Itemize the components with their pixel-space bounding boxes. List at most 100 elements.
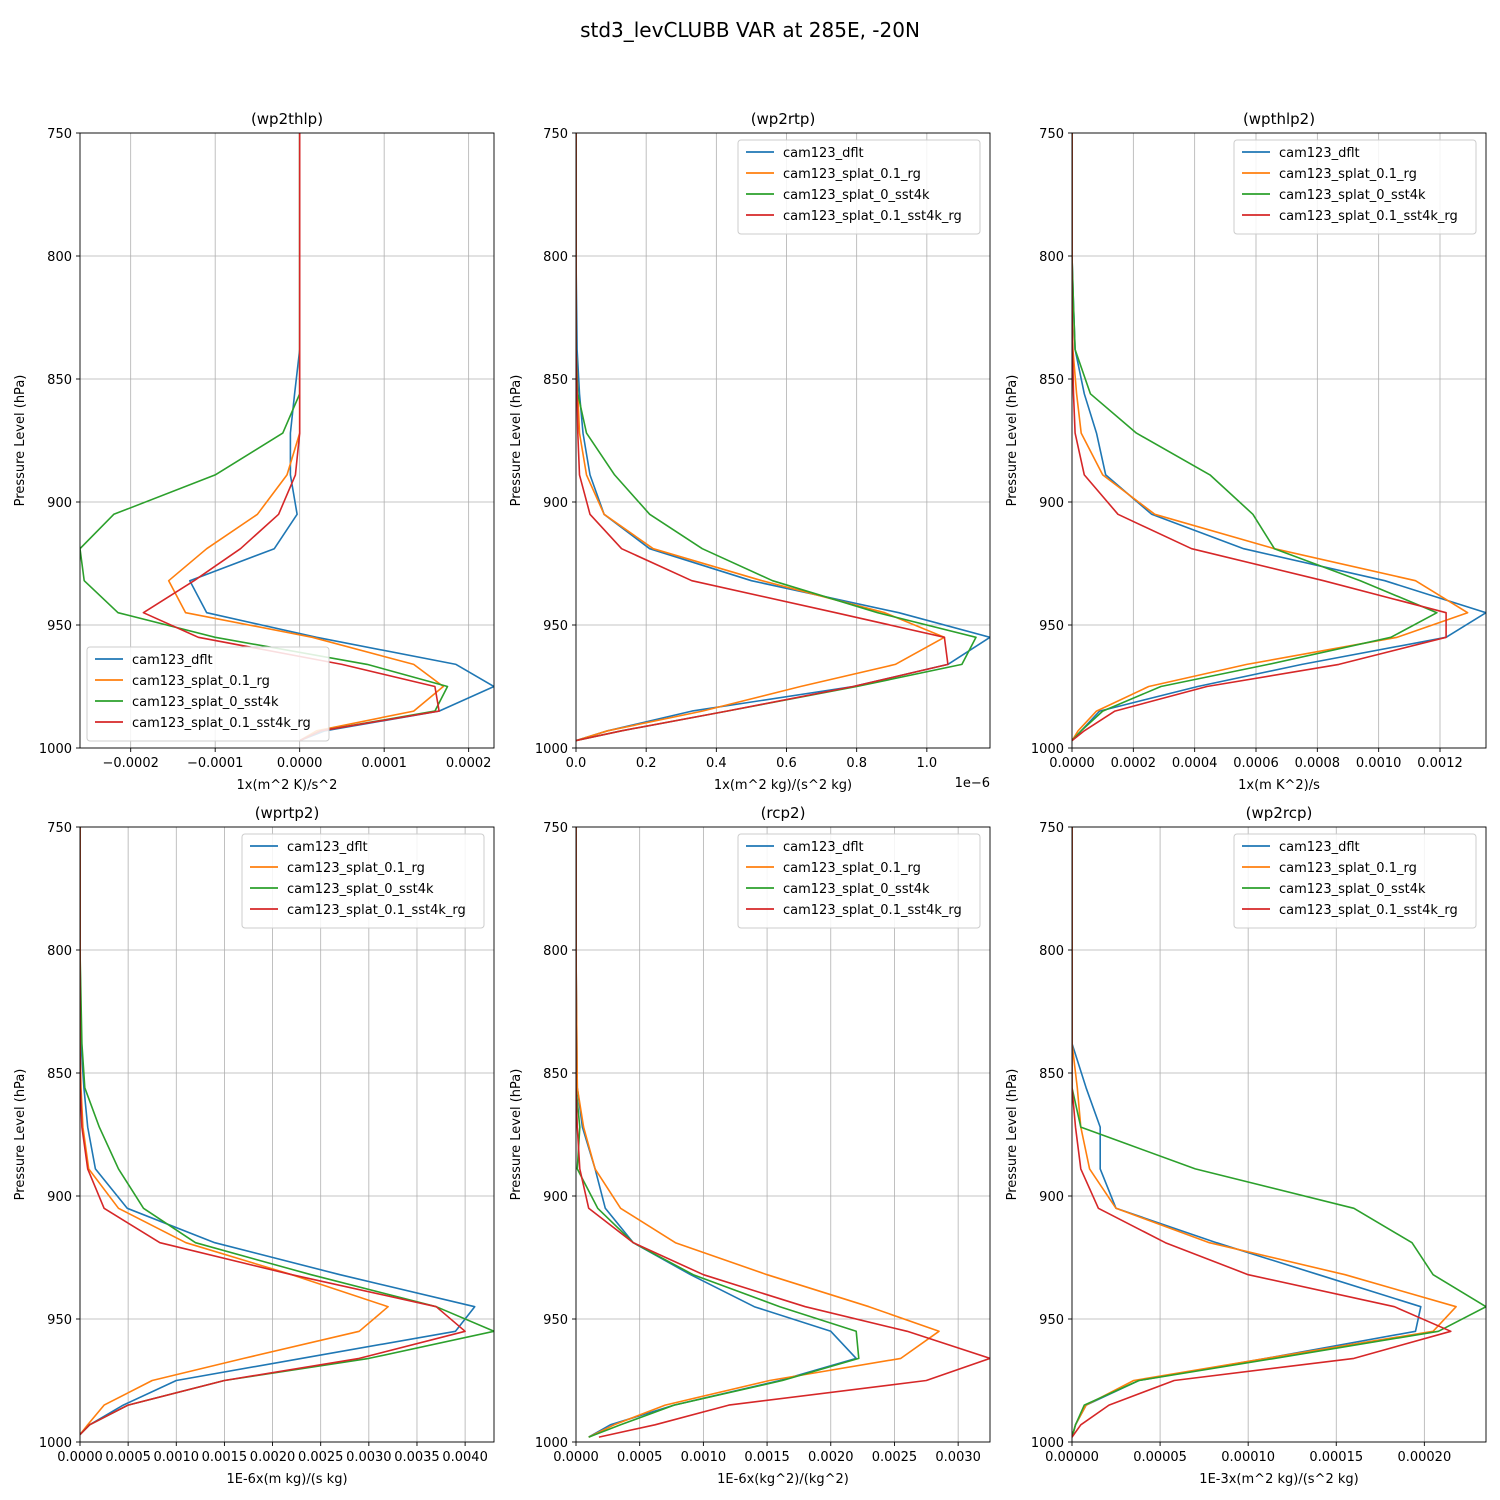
subplot-2: 0.0 0.2 0.4 0.6 0.8 1.0 750 800 850 900 950 1000 (wp…	[509, 110, 991, 793]
legend: cam123_dflt cam123_splat_0.1_rg cam123_spl…	[1233, 833, 1477, 929]
x-tick-label: 0.0035	[394, 1450, 440, 1465]
x-tick-label: 0.0025	[872, 1450, 918, 1465]
x-tick-label: 0.4	[706, 756, 727, 771]
x-tick-label: 0.0040	[442, 1450, 488, 1465]
y-tick-label: 950	[1039, 1313, 1064, 1328]
y-tick-label: 850	[47, 1067, 72, 1082]
y-tick-label: 900	[1039, 496, 1064, 511]
y-tick-label: 750	[47, 821, 72, 836]
y-tick-label: 900	[47, 496, 72, 511]
legend-entry: cam123_splat_0_sst4k	[132, 695, 279, 710]
legend-entry: cam123_splat_0_sst4k	[1279, 882, 1426, 897]
legend: cam123_dflt cam123_splat_0.1_rg cam123_spl…	[737, 139, 981, 235]
y-tick-label: 850	[543, 1067, 568, 1082]
x-axis-label: 1E-3x(m^2 kg)/(s^2 kg)	[1199, 1472, 1358, 1487]
y-axis-label: Pressure Level (hPa)	[509, 375, 524, 507]
x-axis-label: 1x(m K^2)/s	[1238, 778, 1320, 793]
x-tick-label: 0.0004	[1172, 756, 1218, 771]
legend-entry: cam123_splat_0_sst4k	[783, 188, 930, 203]
x-tick-label: 0.00005	[1133, 1450, 1187, 1465]
y-axis-label: Pressure Level (hPa)	[13, 1069, 28, 1201]
series-line-cam123_dflt	[189, 133, 494, 742]
y-tick-label: 800	[1039, 250, 1064, 265]
y-tick-label: 900	[1039, 1190, 1064, 1205]
legend-entry: cam123_dflt	[783, 840, 864, 855]
legend-entry: cam123_splat_0.1_sst4k_rg	[287, 903, 466, 918]
x-tick-label: 0.0005	[105, 1450, 151, 1465]
legend-entry: cam123_splat_0_sst4k	[1279, 188, 1426, 203]
y-tick-label: 850	[1039, 1067, 1064, 1082]
x-tick-label: 0.0000	[277, 756, 323, 771]
y-tick-label: 800	[1039, 944, 1064, 959]
x-tick-label: 0.0	[566, 756, 587, 771]
subplot-4: 0.0000 0.0005 0.0010 0.0015 0.0020 0.0025 0.00…	[13, 804, 495, 1487]
y-tick-label: 800	[47, 250, 72, 265]
x-tick-label: 0.0000	[553, 1450, 599, 1465]
y-tick-label: 850	[543, 373, 568, 388]
series-line-cam123_splat_0_sst4k	[1072, 133, 1438, 742]
y-axis-label: Pressure Level (hPa)	[509, 1069, 524, 1201]
x-tick-label: 0.0001	[361, 756, 407, 771]
x-tick-label: 0.0006	[1233, 756, 1279, 771]
legend-entry: cam123_splat_0.1_sst4k_rg	[132, 716, 311, 731]
series-line-cam123_splat_0_sst4k	[576, 827, 860, 1438]
subplot-title: (wprtp2)	[255, 804, 320, 822]
legend: cam123_dflt cam123_splat_0.1_rg cam123_spl…	[86, 646, 330, 742]
x-tick-label: 0.0025	[298, 1450, 344, 1465]
legend-entry: cam123_splat_0.1_rg	[1279, 861, 1417, 876]
x-tick-label: 0.00010	[1221, 1450, 1275, 1465]
legend-box	[1233, 139, 1477, 235]
y-tick-label: 850	[1039, 373, 1064, 388]
y-tick-label: 750	[543, 821, 568, 836]
x-tick-label: 0.0030	[935, 1450, 981, 1465]
y-tick-label: 800	[543, 944, 568, 959]
x-tick-label: 0.0002	[446, 756, 492, 771]
legend-entry: cam123_splat_0.1_sst4k_rg	[1279, 209, 1458, 224]
legend-entry: cam123_splat_0_sst4k	[287, 882, 434, 897]
y-axis-label: Pressure Level (hPa)	[1005, 375, 1020, 507]
x-tick-label: 0.0020	[250, 1450, 296, 1465]
x-tick-label: 0.0010	[1356, 756, 1402, 771]
x-tick-label: 0.00020	[1397, 1450, 1451, 1465]
plot-frame	[1071, 132, 1487, 749]
x-tick-label: 0.0010	[154, 1450, 200, 1465]
x-tick-label: 0.0000	[57, 1450, 103, 1465]
y-tick-label: 1000	[39, 1436, 72, 1451]
series-line-cam123_splat_0.1_sst4k_rg	[576, 133, 949, 742]
legend: cam123_dflt cam123_splat_0.1_rg cam123_spl…	[1233, 139, 1477, 235]
series-line-cam123_dflt	[576, 133, 990, 742]
legend-entry: cam123_dflt	[287, 840, 368, 855]
x-axis-label: 1E-6x(kg^2)/(kg^2)	[717, 1472, 849, 1487]
subplot-title: (wp2thlp)	[251, 110, 323, 128]
y-tick-label: 750	[1039, 821, 1064, 836]
x-tick-label: −0.0001	[187, 756, 243, 771]
legend-box	[86, 646, 330, 742]
subplot-5: 0.0000 0.0005 0.0010 0.0015 0.0020 0.0025 0.00…	[509, 804, 991, 1487]
legend-entry: cam123_splat_0.1_rg	[783, 167, 921, 182]
x-tick-label: 0.0012	[1417, 756, 1463, 771]
legend: cam123_dflt cam123_splat_0.1_rg cam123_spl…	[737, 833, 981, 929]
y-tick-label: 950	[543, 619, 568, 634]
legend-box	[1233, 833, 1477, 929]
x-tick-label: 0.0008	[1295, 756, 1341, 771]
legend-entry: cam123_splat_0.1_sst4k_rg	[783, 903, 962, 918]
y-tick-label: 1000	[1031, 1436, 1064, 1451]
y-tick-label: 950	[543, 1313, 568, 1328]
x-tick-label: 0.0015	[744, 1450, 790, 1465]
legend-entry: cam123_dflt	[1279, 840, 1360, 855]
subplot-grid: −0.0002 −0.0001 0.0000 0.0001 0.0002 750 800 85…	[13, 110, 1487, 1487]
x-tick-label: 0.6	[776, 756, 797, 771]
y-tick-label: 1000	[39, 742, 72, 757]
legend-box	[737, 833, 981, 929]
x-tick-label: 0.8	[846, 756, 867, 771]
y-tick-label: 900	[47, 1190, 72, 1205]
series-line-cam123_splat_0.1_rg	[576, 827, 940, 1438]
plot-frame	[1071, 826, 1487, 1443]
x-tick-label: 0.2	[636, 756, 657, 771]
y-tick-label: 950	[1039, 619, 1064, 634]
legend-entry: cam123_dflt	[783, 146, 864, 161]
legend-entry: cam123_splat_0.1_sst4k_rg	[1279, 903, 1458, 918]
y-tick-label: 950	[47, 1313, 72, 1328]
y-tick-label: 750	[47, 127, 72, 142]
